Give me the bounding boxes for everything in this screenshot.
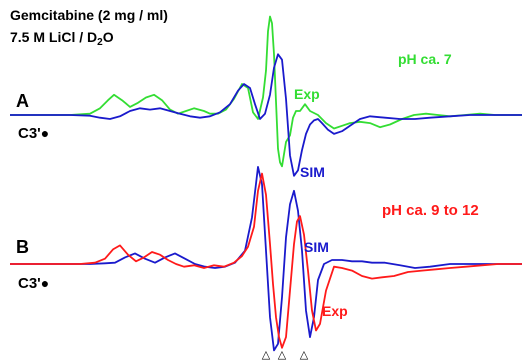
title-line-2-end: O [102,29,114,45]
series-line-exp-a [10,15,522,168]
title-line-2-subscript: 2 [97,37,103,48]
radical-dot-icon: ● [40,125,50,141]
panel-label-a: A [16,91,29,111]
peak-marker-icon: △ [278,348,287,361]
panel-label-b: B [16,237,29,257]
series-line-sim-b [10,166,522,352]
species-name-a: C3' [18,125,41,142]
peak-marker-icon: △ [262,348,271,361]
series-line-exp-b [10,172,522,349]
radical-dot-icon: ● [40,275,50,291]
condition-label-a: pH ca. 7 [398,51,452,67]
title-line-2-main: 7.5 M LiCl / D [10,29,98,45]
species-label-b: C3'● [18,276,49,291]
series-label-exp-b: Exp [322,303,348,319]
title-line-2: 7.5 M LiCl / D2O [10,29,114,48]
species-name-b: C3' [18,275,41,292]
series-label-sim-a: SIM [300,164,325,180]
series-label-sim-b: SIM [304,239,329,255]
series-label-exp-a: Exp [294,86,320,102]
condition-label-b: pH ca. 9 to 12 [382,202,479,219]
peak-marker-icon: △ [300,348,309,361]
species-label-a: C3'● [18,126,49,141]
series-line-sim-a [10,53,522,177]
title-line-1: Gemcitabine (2 mg / ml) [10,7,168,23]
